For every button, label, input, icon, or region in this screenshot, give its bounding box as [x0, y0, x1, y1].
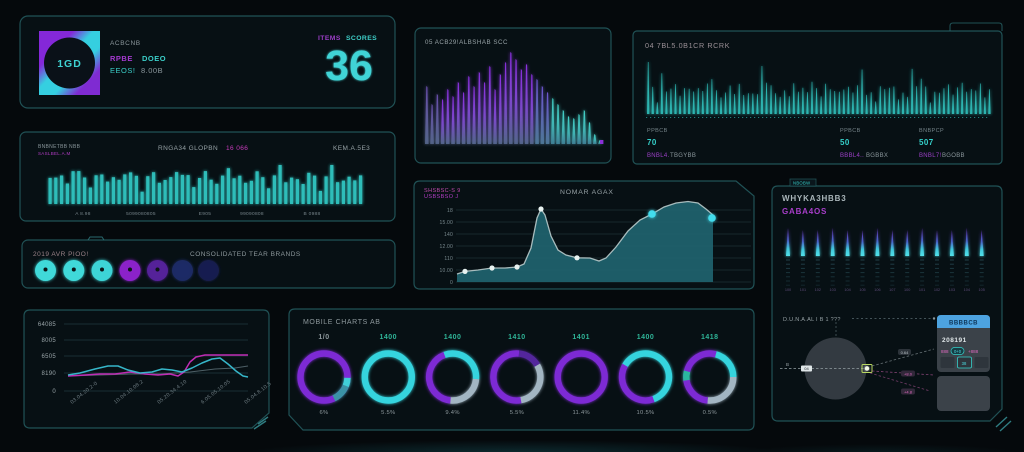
svg-text:1401: 1401 [572, 334, 590, 341]
svg-text:103: 103 [830, 288, 836, 292]
svg-text:11.4%: 11.4% [572, 410, 590, 416]
svg-text:ITEMS: ITEMS [318, 35, 341, 42]
svg-text:8.00B: 8.00B [141, 66, 163, 75]
svg-text:0: 0 [450, 280, 453, 286]
svg-text:5.5%: 5.5% [510, 410, 524, 416]
svg-text:0: 0 [52, 389, 56, 395]
svg-text:B 0988: B 0988 [303, 211, 320, 217]
svg-text:BGOBB: BGOBB [942, 153, 965, 159]
svg-text:BBBBCB: BBBBCB [949, 321, 978, 327]
svg-text:ACBCNB: ACBCNB [110, 40, 141, 47]
svg-text:EEOS!: EEOS! [110, 66, 135, 75]
svg-text:0.64: 0.64 [901, 350, 910, 355]
svg-text:SHSBSC-S 9: SHSBSC-S 9 [424, 188, 461, 194]
svg-text:103: 103 [949, 288, 955, 292]
svg-text:105: 105 [979, 288, 985, 292]
svg-text:507: 507 [919, 138, 934, 147]
svg-text:16 066: 16 066 [226, 145, 248, 152]
svg-text:RNGA34 GLOPBN: RNGA34 GLOPBN [158, 145, 218, 152]
svg-text:102: 102 [815, 288, 821, 292]
svg-text:888: 888 [941, 349, 949, 354]
svg-text:101: 101 [919, 288, 925, 292]
svg-text:E905: E905 [199, 211, 211, 217]
svg-text:10.5%: 10.5% [637, 410, 655, 416]
svg-text:50: 50 [840, 138, 850, 147]
svg-text:+4.8: +4.8 [904, 389, 913, 394]
svg-text:1418: 1418 [701, 334, 719, 341]
svg-text:TBGYBB: TBGYBB [670, 153, 696, 159]
svg-text:1GD: 1GD [57, 58, 82, 70]
svg-text:12.00: 12.00 [439, 244, 453, 250]
svg-text:DOEO: DOEO [142, 54, 166, 63]
svg-text:05 ACB29!ALBSHAB SCC: 05 ACB29!ALBSHAB SCC [425, 39, 508, 46]
svg-text:100: 100 [904, 288, 910, 292]
svg-text:SCORES: SCORES [346, 35, 377, 42]
svg-text:BBBL4..: BBBL4.. [840, 153, 864, 159]
svg-text:BNBPCP: BNBPCP [919, 128, 944, 134]
svg-text:5099080805: 5099080805 [126, 211, 156, 217]
svg-text:USBSBSO J: USBSBSO J [424, 194, 458, 200]
svg-text:PPBCB: PPBCB [647, 128, 668, 134]
svg-text:04 7BL5.0B1CR RCRK: 04 7BL5.0B1CR RCRK [645, 41, 730, 50]
svg-text:107: 107 [889, 288, 895, 292]
svg-text:1/0: 1/0 [318, 334, 329, 341]
svg-text:104: 104 [964, 288, 970, 292]
svg-text:NOMAR AGAX: NOMAR AGAX [560, 189, 614, 196]
svg-text:PPBCB: PPBCB [840, 128, 861, 134]
svg-text:KEM.A.5E3: KEM.A.5E3 [333, 145, 370, 152]
svg-text:70: 70 [647, 138, 657, 147]
svg-text:CONSOLIDATED TEAR BRANDS: CONSOLIDATED TEAR BRANDS [190, 251, 301, 258]
svg-text:D.U.N.A.AL I B 1 ???: D.U.N.A.AL I B 1 ??? [783, 317, 841, 323]
svg-text:6%: 6% [320, 410, 329, 416]
svg-text:99090808: 99090808 [240, 211, 264, 217]
svg-text:0+0: 0+0 [954, 349, 962, 354]
svg-text:18: 18 [447, 208, 453, 214]
svg-text:04: 04 [804, 366, 809, 371]
svg-text:2019 AVR PIOO!: 2019 AVR PIOO! [33, 251, 89, 258]
svg-text:BNBL7!: BNBL7! [919, 153, 942, 159]
svg-text:6505: 6505 [41, 354, 56, 360]
svg-text:5.5%: 5.5% [381, 410, 395, 416]
svg-text:8190: 8190 [41, 371, 56, 377]
svg-text:A 8.98: A 8.98 [75, 211, 90, 217]
svg-text:110: 110 [444, 256, 453, 262]
svg-text:RPBE: RPBE [110, 54, 133, 63]
svg-text:WHYKA3HBB3: WHYKA3HBB3 [782, 194, 846, 203]
svg-text:106: 106 [874, 288, 880, 292]
svg-text:100: 100 [785, 288, 791, 292]
svg-text:140: 140 [444, 232, 453, 238]
svg-text:BGBBX: BGBBX [866, 153, 888, 159]
svg-text:1410: 1410 [508, 334, 526, 341]
svg-text:BNBNETBB NBB: BNBNETBB NBB [38, 144, 81, 150]
svg-text:NBOBW: NBOBW [793, 181, 810, 186]
svg-text:102: 102 [934, 288, 940, 292]
svg-text:10.00: 10.00 [439, 268, 453, 274]
svg-text:1400: 1400 [444, 334, 462, 341]
svg-text:9.4%: 9.4% [445, 410, 459, 416]
svg-text:BNBL4.: BNBL4. [647, 153, 670, 159]
svg-text:15.00: 15.00 [439, 220, 453, 226]
svg-text:SASLBEL.A.M: SASLBEL.A.M [38, 151, 71, 156]
svg-text:208191: 208191 [942, 337, 967, 344]
svg-text:8005: 8005 [41, 338, 56, 344]
svg-text:64085: 64085 [38, 322, 57, 328]
svg-text:1400: 1400 [380, 334, 398, 341]
svg-text:104: 104 [844, 288, 850, 292]
svg-text:GABA4OS: GABA4OS [782, 207, 827, 216]
svg-text:36: 36 [325, 42, 373, 90]
svg-text:1400: 1400 [637, 334, 655, 341]
svg-text:+8.0: +8.0 [904, 371, 913, 376]
svg-text:38: 38 [962, 361, 967, 366]
svg-text:+888: +888 [968, 349, 979, 354]
svg-text:0.5%: 0.5% [703, 410, 717, 416]
svg-text:105: 105 [859, 288, 865, 292]
svg-text:B: B [786, 362, 789, 367]
svg-text:101: 101 [800, 288, 806, 292]
svg-text:MOBILE CHARTS AB: MOBILE CHARTS AB [303, 319, 381, 326]
